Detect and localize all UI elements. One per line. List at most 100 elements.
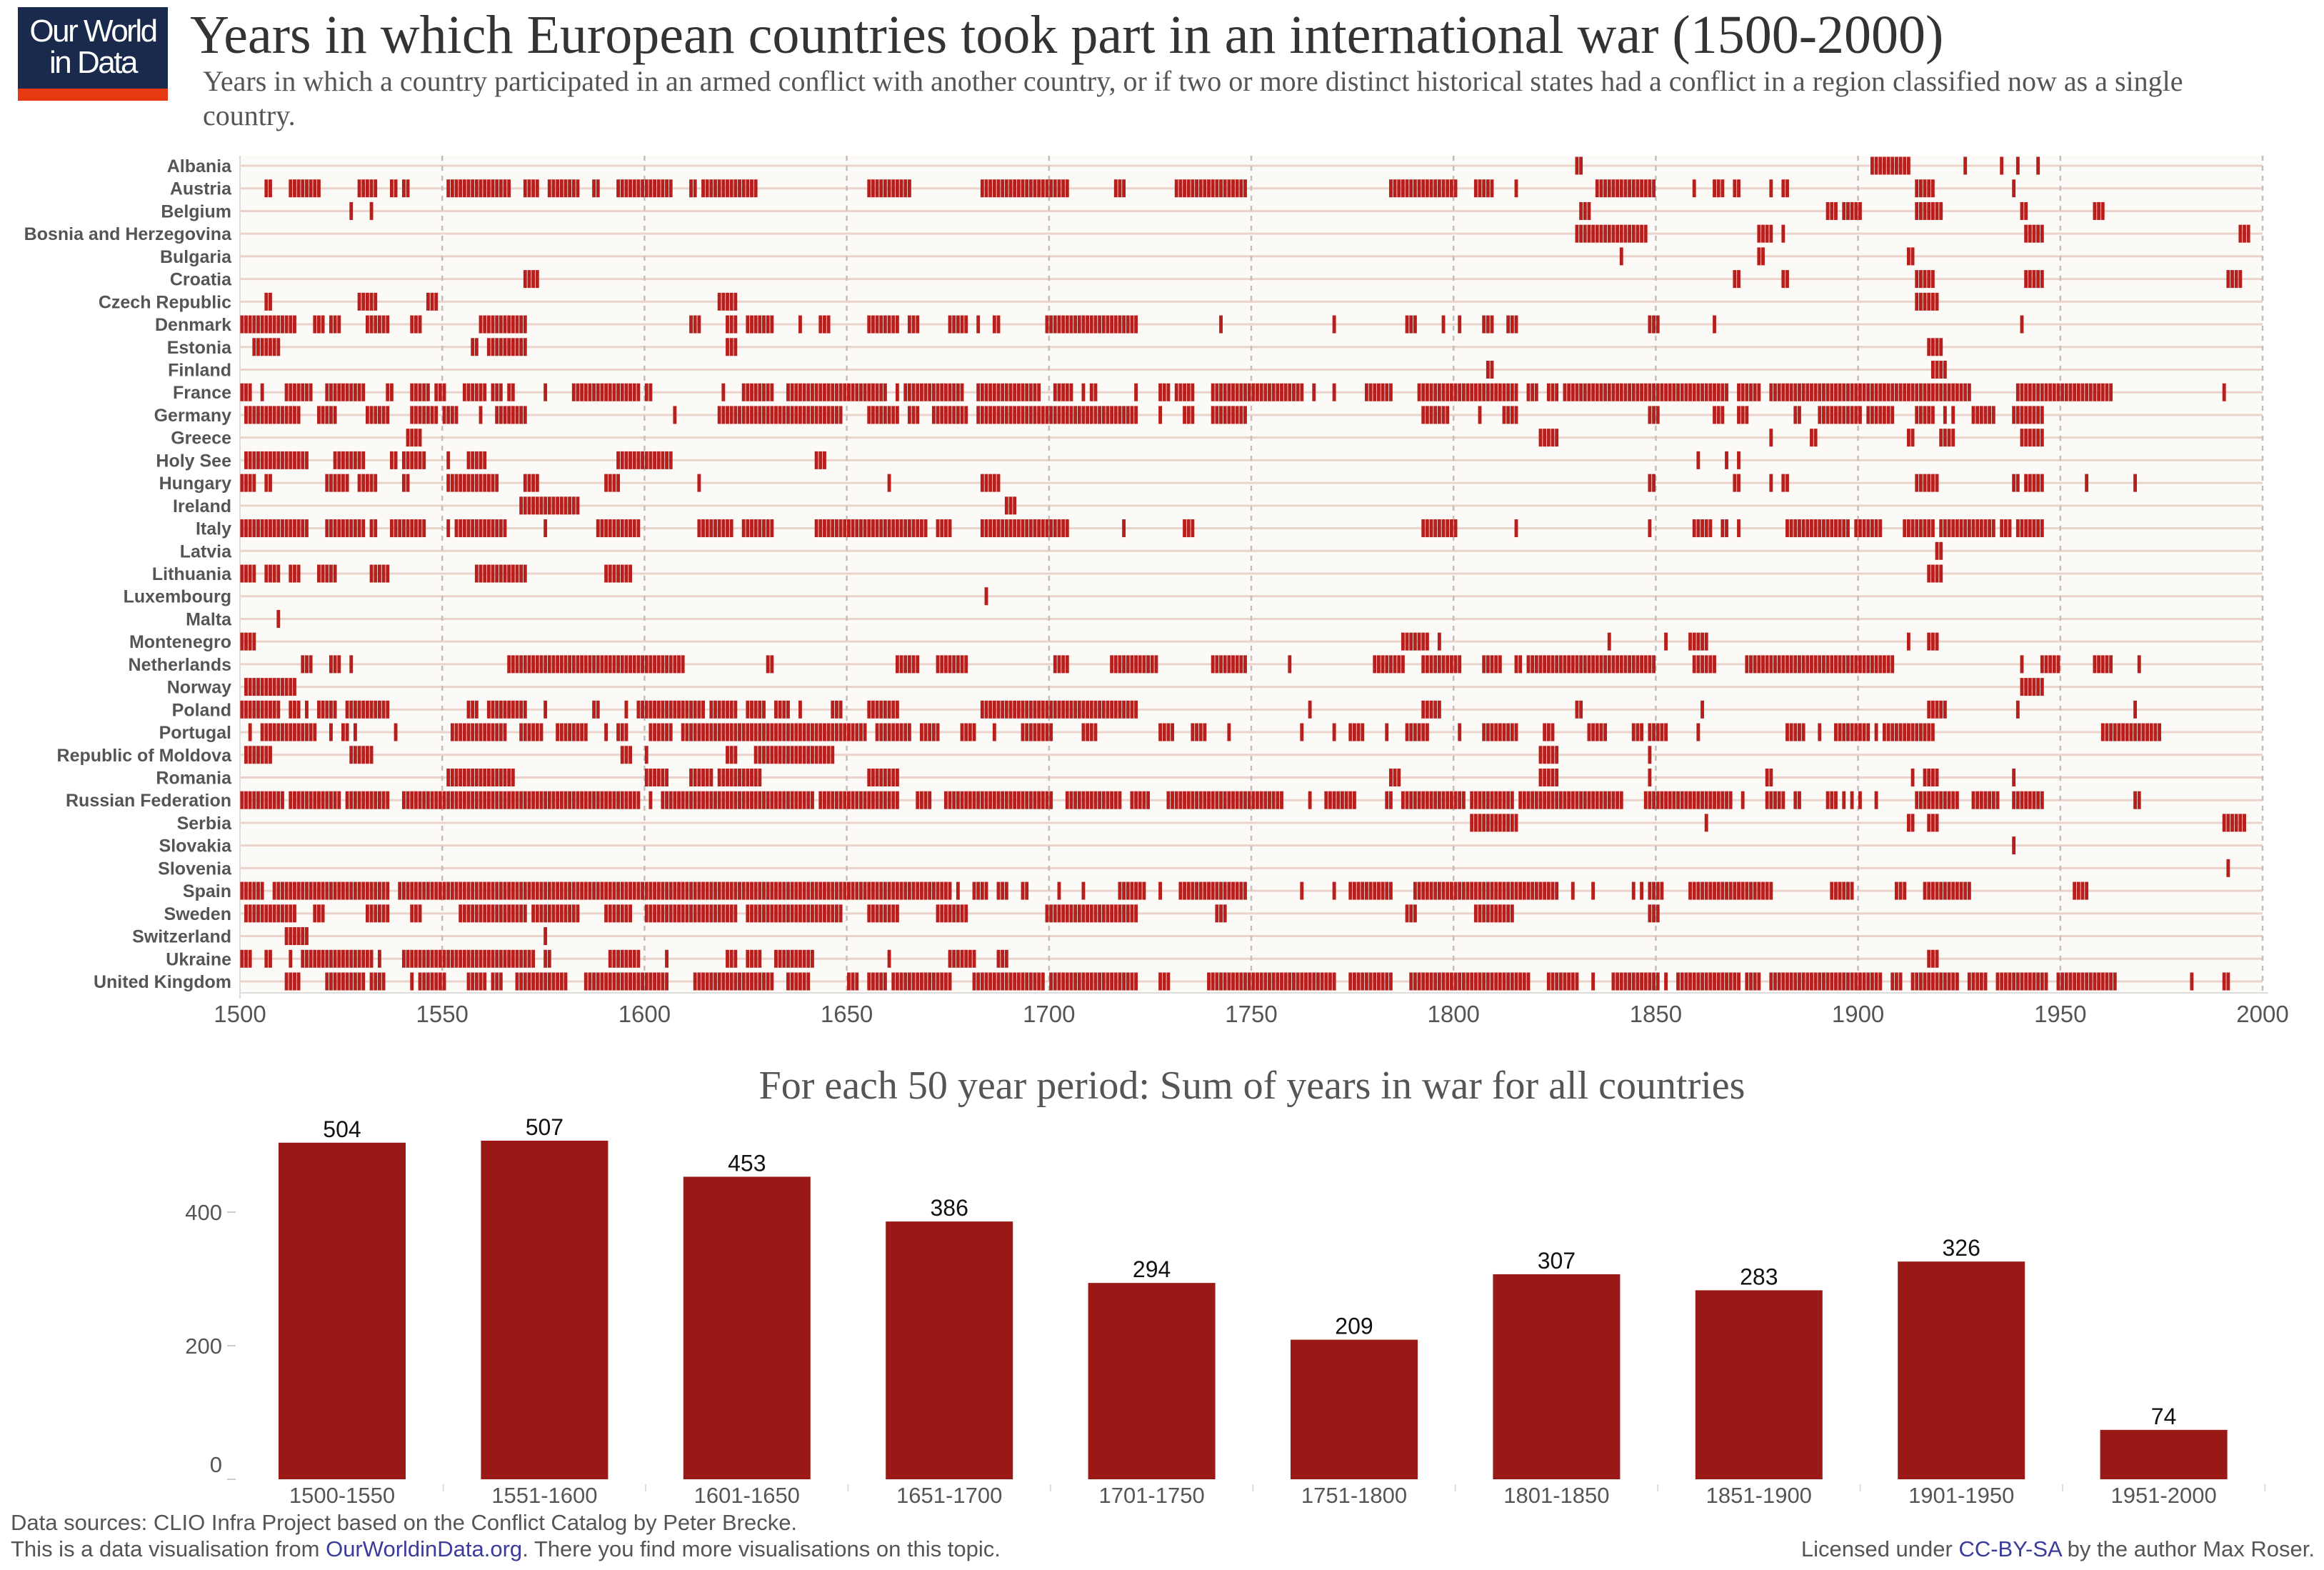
war-year-mark [1858,383,1862,401]
war-year-mark [544,519,548,538]
war-year-mark [269,904,272,923]
license-link[interactable]: CC-BY-SA [1958,1536,2062,1561]
war-year-mark [1186,791,1191,809]
war-year-mark [636,881,641,900]
war-year-mark [887,904,891,923]
war-year-mark [1761,881,1765,900]
war-year-mark [1979,519,1983,538]
war-year-mark [556,179,560,198]
war-year-mark [1045,315,1049,334]
war-year-mark [276,338,281,356]
war-year-mark [1486,881,1490,900]
war-year-mark [1708,655,1713,674]
war-year-mark [1065,655,1069,674]
war-year-mark [1268,383,1271,401]
war-year-mark [616,723,621,741]
war-year-mark [1425,723,1429,741]
war-year-mark [1045,700,1049,719]
war-year-mark [1648,791,1652,809]
war-year-mark [495,881,499,900]
war-year-mark [1016,519,1021,538]
war-year-mark [1538,769,1543,786]
x-category-label: 1500-1550 [289,1483,395,1508]
war-year-mark [1910,383,1915,401]
war-year-mark [1785,270,1789,289]
war-year-mark [523,406,527,424]
bar-value-label: 307 [1538,1248,1576,1274]
war-year-mark [1935,541,1939,560]
war-year-mark [1008,406,1013,424]
war-year-mark [1401,179,1405,198]
war-year-mark [1979,791,1983,809]
owid-link[interactable]: OurWorldinData.org [326,1536,523,1561]
war-year-mark [1385,723,1389,741]
y-tick-label: 400 [185,1200,222,1225]
country-row-albania [1575,156,2040,175]
war-year-mark [1696,723,1701,741]
war-year-mark [1692,383,1696,401]
war-year-mark [653,451,656,469]
war-year-mark [365,292,369,311]
war-year-mark [758,949,762,968]
war-year-mark [1098,406,1102,424]
war-year-mark [491,881,495,900]
war-year-mark [1567,791,1571,809]
war-year-mark [1004,791,1008,809]
war-year-mark [551,655,556,674]
war-year-mark [681,904,685,923]
war-year-mark [272,451,276,469]
war-year-mark [729,881,733,900]
war-year-mark [1846,383,1850,401]
war-year-mark [883,769,887,786]
war-year-mark [1850,383,1854,401]
war-year-mark [733,700,738,719]
war-year-mark [1256,383,1259,401]
war-year-mark [1927,723,1931,741]
war-year-mark [620,972,624,991]
war-year-mark [1822,519,1825,538]
war-year-mark [260,904,264,923]
war-year-mark [774,723,778,741]
war-year-mark [260,791,264,809]
war-year-mark [1551,972,1555,991]
war-year-mark [519,655,524,674]
war-year-mark [976,315,981,334]
war-year-mark [1818,406,1822,424]
war-year-mark [1089,383,1093,401]
war-year-mark [576,655,580,674]
war-year-mark [1405,791,1409,809]
war-year-mark [341,949,345,968]
war-year-mark [1955,972,1959,991]
war-year-mark [1312,972,1316,991]
war-year-mark [766,383,770,401]
war-year-mark [523,655,527,674]
war-year-mark [774,791,778,809]
war-year-mark [377,315,381,334]
war-year-mark [1648,746,1652,764]
war-year-mark [774,746,778,764]
war-year-mark [1498,723,1502,741]
war-year-mark [1534,791,1538,809]
war-year-mark [644,881,648,900]
war-year-mark [1110,700,1114,719]
war-year-mark [1773,972,1777,991]
war-year-mark [466,904,471,923]
war-year-mark [685,881,689,900]
war-year-mark [1599,383,1603,401]
war-year-mark [1134,972,1138,991]
war-year-mark [818,791,823,809]
war-year-mark [802,406,806,424]
war-year-mark [1364,383,1368,401]
war-year-mark [1628,179,1632,198]
war-year-mark [1591,881,1596,900]
war-year-mark [1049,179,1053,198]
war-year-mark [2024,791,2028,809]
bar-value-label: 209 [1335,1314,1373,1339]
war-year-mark [1971,519,1975,538]
war-year-mark [1425,383,1429,401]
war-year-mark [1421,179,1426,198]
war-year-mark [984,791,988,809]
country-row-slovakia [2012,836,2016,855]
war-year-mark [855,972,859,991]
war-year-mark [907,519,911,538]
